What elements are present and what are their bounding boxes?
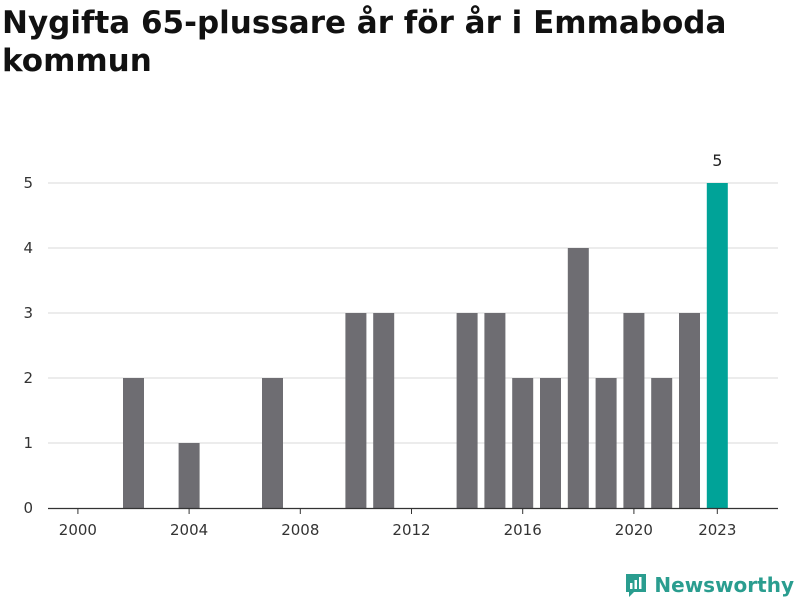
y-tick-label: 3 bbox=[23, 304, 33, 322]
newsworthy-logo-icon bbox=[626, 574, 647, 597]
bar-2017 bbox=[540, 378, 561, 508]
x-axis-ticks: 2000 2004 2008 2012 2016 2020 2023 bbox=[59, 508, 736, 539]
bar-2002 bbox=[123, 378, 144, 508]
bar-2010 bbox=[345, 313, 367, 508]
bar-2021 bbox=[651, 378, 673, 508]
bar-2007 bbox=[262, 378, 283, 508]
x-tick-label: 2016 bbox=[504, 521, 542, 539]
bars bbox=[123, 183, 728, 508]
bar-2023 bbox=[706, 183, 728, 508]
data-labels: 5 bbox=[712, 151, 722, 170]
y-tick-label: 5 bbox=[23, 174, 33, 192]
bar-2018 bbox=[567, 248, 589, 508]
brand-name: Newsworthy bbox=[654, 573, 794, 597]
bar-2004 bbox=[178, 443, 200, 508]
bar-2011 bbox=[373, 313, 395, 508]
x-tick-label: 2020 bbox=[615, 521, 653, 539]
x-tick-label: 2000 bbox=[59, 521, 97, 539]
x-tick-label: 2012 bbox=[392, 521, 430, 539]
y-tick-label: 1 bbox=[23, 434, 33, 452]
x-tick-label: 2004 bbox=[170, 521, 208, 539]
bar-2020 bbox=[623, 313, 645, 508]
bar-2019 bbox=[595, 378, 617, 508]
y-axis-ticks: 0 1 2 3 4 5 bbox=[23, 174, 33, 517]
bar-2016 bbox=[512, 378, 534, 508]
y-tick-label: 0 bbox=[23, 499, 33, 517]
data-label: 5 bbox=[712, 151, 722, 170]
bar-2015 bbox=[484, 313, 506, 508]
chart-title: Nygifta 65-plussare år för år i Emmaboda… bbox=[2, 5, 727, 79]
y-tick-label: 4 bbox=[23, 239, 33, 257]
brand: Newsworthy bbox=[624, 572, 794, 598]
x-tick-label: 2023 bbox=[698, 521, 736, 539]
x-tick-label: 2008 bbox=[281, 521, 319, 539]
bar-2022 bbox=[679, 313, 700, 508]
bar-2014 bbox=[456, 313, 478, 508]
y-tick-label: 2 bbox=[23, 369, 33, 387]
